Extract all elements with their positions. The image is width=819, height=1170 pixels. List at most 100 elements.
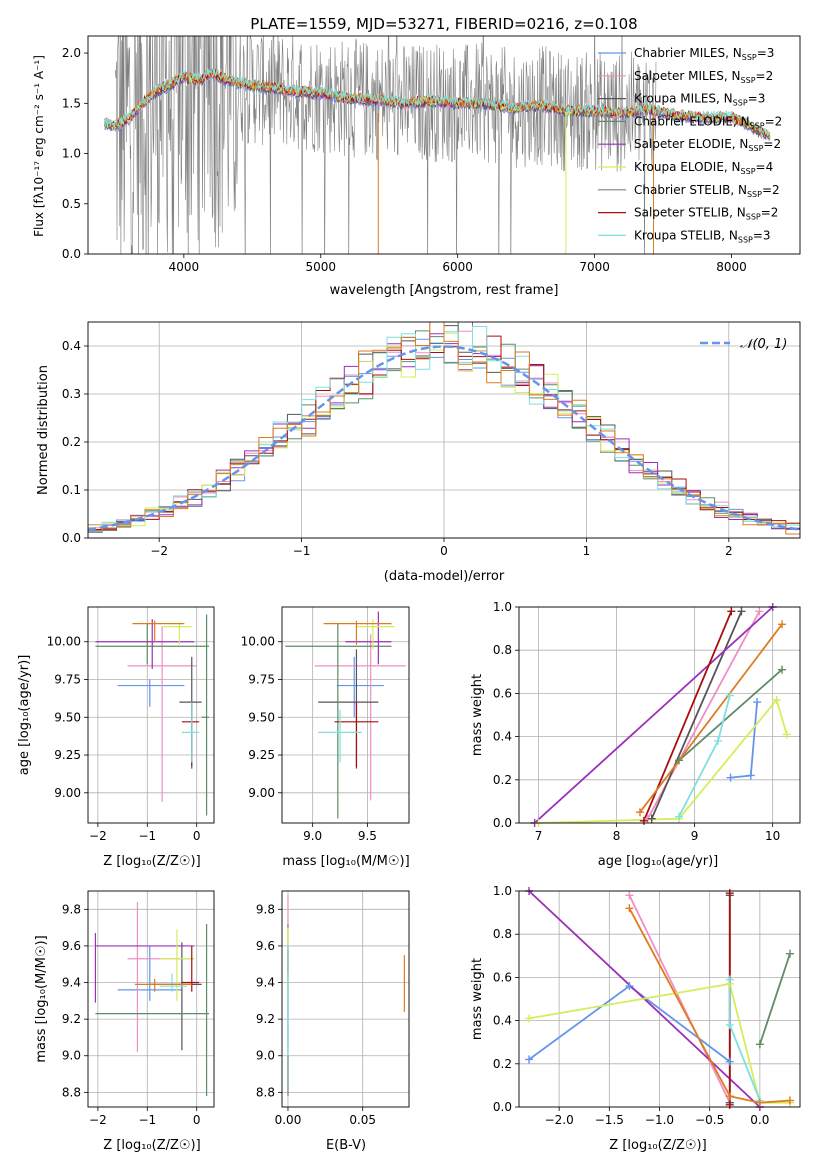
legend-entry: Chabrier MILES, NSSP=3 — [634, 46, 774, 62]
tick-label-x: 9.0 — [303, 829, 322, 843]
tick-label-y: 1.0 — [493, 600, 512, 614]
legend-entry: 𝒩(0, 1) — [740, 337, 787, 352]
tick-label-x: 7 — [535, 829, 543, 843]
tick-label-y: 9.8 — [62, 902, 81, 916]
legend-entry: Kroupa ELODIE, NSSP=4 — [634, 160, 773, 176]
spectrum-ylabel: Flux [fλ10⁻¹⁷ erg cm⁻² s⁻¹ A⁻¹] — [32, 55, 46, 237]
spectrum-plot-area — [103, 36, 771, 254]
tick-label-y: 10.00 — [47, 635, 81, 649]
tick-label-y: 0.6 — [493, 686, 512, 700]
weight-line-chabrier-elodie — [678, 668, 783, 762]
tick-label-y: 0.3 — [62, 387, 81, 401]
weight-marker — [755, 1098, 764, 1107]
weight_vs_z-plot-area — [528, 891, 791, 1107]
weight-z-ylabel: mass weight — [470, 958, 485, 1040]
weight-marker — [772, 695, 781, 704]
mass-z-xlabel: Z [log₁₀(Z/Z☉)] — [103, 1138, 200, 1153]
tick-label-y: 10.00 — [241, 635, 275, 649]
weight-marker — [625, 982, 634, 991]
tick-label-y: 0.4 — [493, 730, 512, 744]
tick-label-x: 8000 — [716, 260, 747, 274]
age_vs_z-panel: −2 −1 0 9.00 9.25 9.50 9.75 10.00 — [47, 606, 215, 843]
tick-label-x: −2.0 — [545, 1113, 574, 1127]
tick-label-x: 10 — [765, 829, 780, 843]
tick-label-x: 0 — [193, 1113, 201, 1127]
weight-z-xlabel: Z [log₁₀(Z/Z☉)] — [609, 1138, 706, 1153]
tick-label-y: 0.2 — [493, 773, 512, 787]
weight-marker — [625, 904, 634, 913]
normal-curve — [88, 345, 800, 531]
axes-frame — [87, 890, 215, 1108]
tick-label-y: 0.0 — [62, 531, 81, 545]
tick-label-y: 0.8 — [493, 643, 512, 657]
weight-line-chabrier-elodie — [759, 953, 791, 1045]
tick-label-y: 9.4 — [256, 976, 275, 990]
weight-marker — [727, 607, 736, 616]
residuals-panel: −2 −1 0 1 2 0.0 0.1 0.2 0.3 0.4 𝒩(0, 1) — [62, 321, 801, 558]
tick-label-y: 8.8 — [62, 1085, 81, 1099]
weight-marker — [753, 698, 762, 707]
weight-marker — [746, 771, 755, 780]
weight-marker — [726, 773, 735, 782]
axes-frame — [87, 321, 801, 539]
spectrum-legend: Chabrier MILES, NSSP=3 Salpeter MILES, NS… — [598, 46, 782, 244]
legend-entry: Salpeter STELIB, NSSP=2 — [634, 206, 778, 222]
weight-marker — [725, 1020, 734, 1029]
age-z-xlabel: Z [log₁₀(Z/Z☉)] — [103, 854, 200, 869]
tick-label-y: 9.50 — [248, 710, 275, 724]
weight-line-kroupa-elodie — [528, 982, 790, 1104]
weight-age-ylabel: mass weight — [470, 674, 485, 756]
weight_vs_age-panel: 7 8 9 10 0.0 0.2 0.4 0.6 0.8 1.0 — [493, 600, 801, 843]
weight-marker — [525, 1014, 534, 1023]
spectrum-panel: 4000 5000 6000 7000 8000 0.0 0.5 1.0 1.5 2.0 Chabr… — [62, 35, 801, 274]
tick-label-y: 2.0 — [62, 46, 81, 60]
weight-marker — [755, 1040, 764, 1049]
weight-line-salpeter-stelib — [643, 610, 733, 822]
tick-label-y: 1.5 — [62, 96, 81, 110]
tick-label-y: 9.75 — [54, 673, 81, 687]
residuals-ylabel: Normed distribution — [36, 365, 51, 495]
age_vs_mass-plot-area — [285, 611, 406, 819]
weight-line-salpeter-elodie — [533, 607, 774, 823]
mass_vs_z-panel: −2 −1 0 8.8 9.0 9.2 9.4 9.6 9.8 — [62, 890, 215, 1127]
mass-ebv-xlabel: E(B-V) — [326, 1138, 366, 1153]
tick-label-y: 0.0 — [493, 1100, 512, 1114]
tick-label-y: 9.6 — [62, 939, 81, 953]
weight-marker — [639, 816, 648, 825]
tick-label-y: 9.00 — [54, 786, 81, 800]
tick-label-x: 0.0 — [750, 1113, 769, 1127]
tick-label-y: 9.25 — [248, 748, 275, 762]
tick-label-y: 9.0 — [256, 1049, 275, 1063]
tick-label-x: 0 — [193, 829, 201, 843]
tick-label-x: 7000 — [579, 260, 610, 274]
tick-label-y: 1.0 — [493, 884, 512, 898]
weight-marker — [737, 607, 746, 616]
tick-label-x: 6000 — [442, 260, 473, 274]
weight-marker — [778, 665, 787, 674]
tick-label-x: −2 — [89, 1113, 107, 1127]
weight-marker — [525, 1055, 534, 1064]
weight-line-orange — [639, 623, 783, 813]
tick-label-x: 2 — [725, 544, 733, 558]
weight-age-xlabel: age [log₁₀(age/yr)] — [598, 854, 719, 869]
axes-frame — [87, 35, 801, 255]
weight-line-kroupa-elodie — [538, 698, 788, 823]
tick-label-x: −1 — [138, 1113, 156, 1127]
age_vs_z-plot-area — [95, 614, 210, 816]
tick-label-x: −1.5 — [595, 1113, 624, 1127]
weight-marker — [755, 607, 764, 616]
weight-marker — [782, 730, 791, 739]
axes-frame — [281, 606, 410, 824]
tick-label-y: 1.0 — [62, 147, 81, 161]
axes-frame — [281, 890, 410, 1108]
legend-entry: Kroupa MILES, NSSP=3 — [634, 92, 765, 108]
axes-frame — [518, 890, 801, 1108]
tick-label-x: −1 — [138, 829, 156, 843]
tick-label-x: 8 — [613, 829, 621, 843]
tick-label-x: 4000 — [169, 260, 200, 274]
legend-entry: Salpeter MILES, NSSP=2 — [634, 69, 773, 85]
tick-label-y: 0.0 — [62, 247, 81, 261]
legend-entry: Chabrier STELIB, NSSP=2 — [634, 183, 780, 199]
weight_vs_z-panel: −2.0 −1.5 −1.0 −0.5 0.0 0.0 0.2 0.4 0.6 0.8 1.0 — [493, 884, 801, 1127]
